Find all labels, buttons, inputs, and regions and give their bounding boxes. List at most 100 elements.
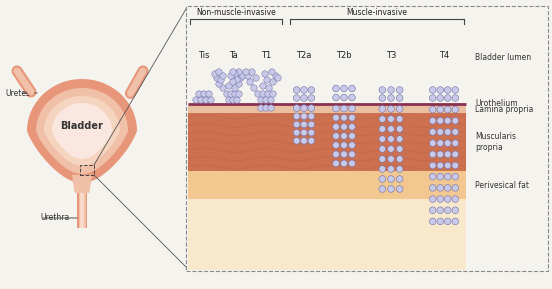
Circle shape xyxy=(388,156,394,162)
Text: Ta: Ta xyxy=(229,51,237,60)
Circle shape xyxy=(396,166,403,172)
Circle shape xyxy=(437,87,444,93)
Circle shape xyxy=(301,121,307,128)
Circle shape xyxy=(238,75,244,81)
Circle shape xyxy=(388,126,394,132)
Circle shape xyxy=(206,91,212,97)
Circle shape xyxy=(396,116,403,122)
Text: Bladder: Bladder xyxy=(61,121,103,131)
Text: 204 WHO/ISUP: 204 WHO/ISUP xyxy=(466,217,522,226)
Circle shape xyxy=(233,77,240,83)
Circle shape xyxy=(260,91,266,97)
Circle shape xyxy=(228,73,234,79)
Circle shape xyxy=(341,85,347,92)
Text: Non-muscle-invasive: Non-muscle-invasive xyxy=(196,8,276,17)
Circle shape xyxy=(379,186,386,192)
Circle shape xyxy=(452,218,459,225)
Circle shape xyxy=(293,105,300,112)
Circle shape xyxy=(396,146,403,152)
Circle shape xyxy=(379,95,386,101)
Text: T1: T1 xyxy=(261,51,271,60)
Circle shape xyxy=(437,173,444,180)
Circle shape xyxy=(349,85,355,92)
Circle shape xyxy=(429,95,436,101)
Circle shape xyxy=(249,69,255,75)
Circle shape xyxy=(226,83,232,89)
Circle shape xyxy=(236,81,242,87)
Polygon shape xyxy=(44,96,120,166)
Circle shape xyxy=(301,105,307,112)
Circle shape xyxy=(444,87,451,93)
Circle shape xyxy=(437,95,444,101)
FancyBboxPatch shape xyxy=(188,199,466,270)
Circle shape xyxy=(349,151,355,158)
Circle shape xyxy=(308,113,315,120)
Circle shape xyxy=(333,105,339,112)
Circle shape xyxy=(293,129,300,136)
Circle shape xyxy=(196,91,202,97)
Text: Tis: Tis xyxy=(198,51,210,60)
Circle shape xyxy=(429,151,436,158)
Circle shape xyxy=(301,138,307,144)
Text: PUNLMP: PUNLMP xyxy=(193,217,224,226)
Circle shape xyxy=(293,121,300,128)
Circle shape xyxy=(226,97,232,103)
Circle shape xyxy=(379,156,386,162)
Bar xyxy=(80,165,94,175)
Circle shape xyxy=(396,136,403,142)
Circle shape xyxy=(349,94,355,101)
Circle shape xyxy=(218,77,224,83)
Circle shape xyxy=(341,160,347,167)
FancyBboxPatch shape xyxy=(188,11,466,104)
Circle shape xyxy=(379,106,386,112)
Circle shape xyxy=(255,91,261,97)
Circle shape xyxy=(308,95,315,101)
FancyBboxPatch shape xyxy=(188,113,466,171)
Circle shape xyxy=(193,97,199,103)
Circle shape xyxy=(379,166,386,172)
Circle shape xyxy=(452,162,459,169)
Circle shape xyxy=(429,129,436,135)
Text: Lamina propria: Lamina propria xyxy=(475,105,533,114)
Circle shape xyxy=(333,85,339,92)
Circle shape xyxy=(429,196,436,202)
Circle shape xyxy=(396,156,403,162)
Circle shape xyxy=(396,106,403,112)
Polygon shape xyxy=(27,79,137,183)
Circle shape xyxy=(333,151,339,158)
Circle shape xyxy=(262,71,268,77)
Circle shape xyxy=(429,184,436,191)
Circle shape xyxy=(301,87,307,93)
Circle shape xyxy=(437,218,444,225)
Circle shape xyxy=(341,105,347,112)
Circle shape xyxy=(243,69,250,75)
Circle shape xyxy=(452,95,459,101)
Circle shape xyxy=(333,142,339,149)
Circle shape xyxy=(224,91,230,97)
FancyBboxPatch shape xyxy=(188,104,466,113)
Circle shape xyxy=(230,97,236,103)
Circle shape xyxy=(341,123,347,130)
Text: 1973 WHO: 1973 WHO xyxy=(466,203,507,212)
Circle shape xyxy=(437,196,444,202)
Circle shape xyxy=(349,142,355,149)
Circle shape xyxy=(220,85,226,91)
Circle shape xyxy=(379,116,386,122)
Circle shape xyxy=(452,207,459,214)
Circle shape xyxy=(214,75,220,81)
Text: Bladder lumen: Bladder lumen xyxy=(475,53,531,62)
Circle shape xyxy=(293,87,300,93)
Text: Urethra: Urethra xyxy=(40,214,69,223)
Circle shape xyxy=(429,162,436,169)
Circle shape xyxy=(396,126,403,132)
Circle shape xyxy=(216,81,222,87)
FancyBboxPatch shape xyxy=(188,171,466,199)
Circle shape xyxy=(268,97,274,103)
Circle shape xyxy=(220,73,226,79)
Circle shape xyxy=(293,138,300,144)
Circle shape xyxy=(437,140,444,147)
Circle shape xyxy=(452,140,459,147)
Circle shape xyxy=(247,79,253,85)
FancyBboxPatch shape xyxy=(80,193,84,228)
Circle shape xyxy=(452,117,459,124)
